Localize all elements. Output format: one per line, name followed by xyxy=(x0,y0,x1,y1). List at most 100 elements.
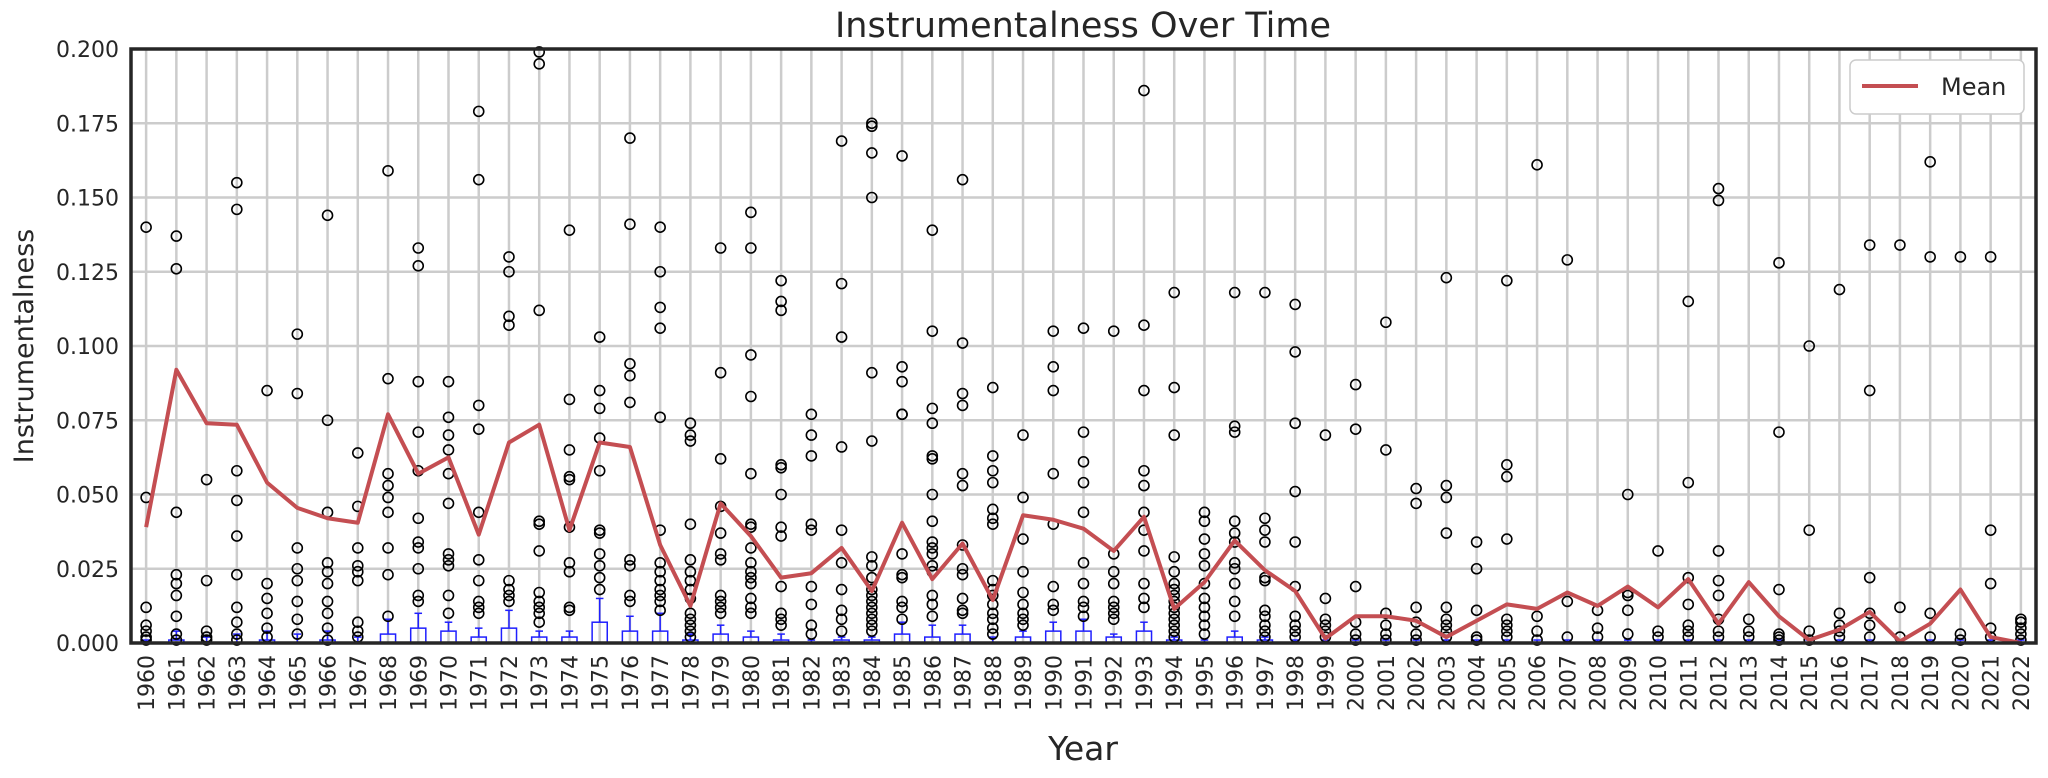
outlier-point xyxy=(745,518,757,531)
outlier-point xyxy=(291,542,304,554)
x-tick-label: 2008 xyxy=(1587,655,1612,711)
outlier-point xyxy=(896,548,908,560)
outlier-point xyxy=(1470,604,1483,617)
outlier-point xyxy=(956,337,969,349)
outlier-point xyxy=(1168,625,1181,637)
x-tick-label: 1967 xyxy=(347,655,372,711)
outlier-point xyxy=(1863,571,1876,584)
outlier-point xyxy=(745,467,757,480)
outlier-point xyxy=(745,557,757,569)
x-tick-label: 1960 xyxy=(135,655,160,711)
outlier-point xyxy=(1228,286,1241,299)
outlier-point xyxy=(1410,601,1422,614)
outlier-point xyxy=(563,444,576,456)
outlier-point xyxy=(1621,488,1634,501)
outlier-point xyxy=(1138,384,1150,397)
x-tick-label: 2000 xyxy=(1345,655,1370,711)
outlier-point xyxy=(1621,604,1634,617)
outlier-point xyxy=(1047,598,1060,611)
outlier-point xyxy=(1198,628,1211,640)
outlier-point xyxy=(1017,613,1029,626)
outlier-point xyxy=(1077,476,1090,489)
outlier-point xyxy=(745,577,757,590)
outlier-point xyxy=(1138,592,1150,605)
outlier-point xyxy=(200,574,213,587)
outlier-point xyxy=(1077,426,1090,438)
x-tick-label: 1992 xyxy=(1103,655,1128,711)
outlier-point xyxy=(714,527,727,539)
outlier-point xyxy=(1198,601,1211,614)
outlier-point xyxy=(1410,628,1422,640)
outlier-point xyxy=(1289,485,1301,498)
outlier-point xyxy=(382,506,394,519)
outlier-point xyxy=(291,328,304,340)
outlier-point xyxy=(1954,251,1967,263)
y-tick-label: 0.200 xyxy=(56,38,119,63)
x-tick-label: 1978 xyxy=(679,655,704,711)
outlier-point xyxy=(2015,613,2027,626)
outlier-point xyxy=(1289,298,1301,311)
outlier-point xyxy=(321,607,334,620)
outlier-point xyxy=(1138,577,1150,590)
x-tick-label: 2001 xyxy=(1375,655,1400,711)
outlier-point xyxy=(231,464,243,477)
outlier-point xyxy=(896,601,908,614)
outlier-point xyxy=(442,411,455,424)
outlier-point xyxy=(533,46,546,58)
outlier-point xyxy=(986,512,999,525)
outlier-point xyxy=(805,598,818,611)
outlier-point xyxy=(472,607,485,620)
outlier-point xyxy=(1289,619,1301,631)
y-tick-label: 0.025 xyxy=(56,558,119,583)
outlier-point xyxy=(1954,634,1967,646)
outlier-point xyxy=(1168,613,1181,626)
outlier-point xyxy=(1440,601,1453,614)
outlier-point xyxy=(866,601,878,614)
outlier-point xyxy=(261,592,273,605)
outlier-point xyxy=(231,494,243,507)
outlier-point xyxy=(775,619,787,631)
outlier-point xyxy=(412,542,425,554)
outlier-point xyxy=(140,221,152,233)
x-tick-label: 1975 xyxy=(589,655,614,711)
outlier-point xyxy=(835,583,848,596)
outlier-point xyxy=(624,132,636,144)
outlier-point xyxy=(926,610,939,623)
outlier-point xyxy=(503,583,515,596)
outlier-point xyxy=(835,613,848,626)
outlier-point xyxy=(1501,458,1513,471)
outlier-point xyxy=(1228,536,1241,548)
outlier-point xyxy=(1047,360,1060,373)
outlier-point xyxy=(231,176,243,189)
outlier-point xyxy=(1319,613,1332,626)
outlier-point xyxy=(624,396,636,409)
outlier-point xyxy=(321,622,334,634)
outlier-point xyxy=(1047,467,1060,480)
outlier-point xyxy=(170,634,183,646)
outlier-point xyxy=(1742,613,1755,626)
outlier-point xyxy=(956,568,969,581)
outlier-point xyxy=(684,417,697,430)
x-tick-label: 1989 xyxy=(1012,655,1037,711)
outlier-point xyxy=(321,414,334,427)
outlier-point xyxy=(1894,601,1906,614)
outlier-point xyxy=(442,375,455,388)
outlier-point xyxy=(351,574,364,587)
outlier-point xyxy=(714,366,727,379)
outlier-point xyxy=(231,628,243,640)
outlier-point xyxy=(1863,384,1876,397)
outlier-point xyxy=(1440,479,1453,492)
outlier-point xyxy=(1652,545,1664,557)
outlier-point xyxy=(1803,340,1816,352)
outlier-point xyxy=(805,408,818,421)
outlier-point xyxy=(1682,619,1695,631)
outlier-point xyxy=(1682,598,1695,611)
outlier-point xyxy=(866,607,878,620)
outlier-point xyxy=(654,574,666,587)
outlier-point xyxy=(926,589,939,602)
outlier-point xyxy=(1077,601,1090,614)
y-tick-label: 0.175 xyxy=(56,112,119,137)
outlier-point xyxy=(1531,625,1543,637)
outlier-point xyxy=(1984,524,1997,536)
outlier-point xyxy=(684,518,697,531)
